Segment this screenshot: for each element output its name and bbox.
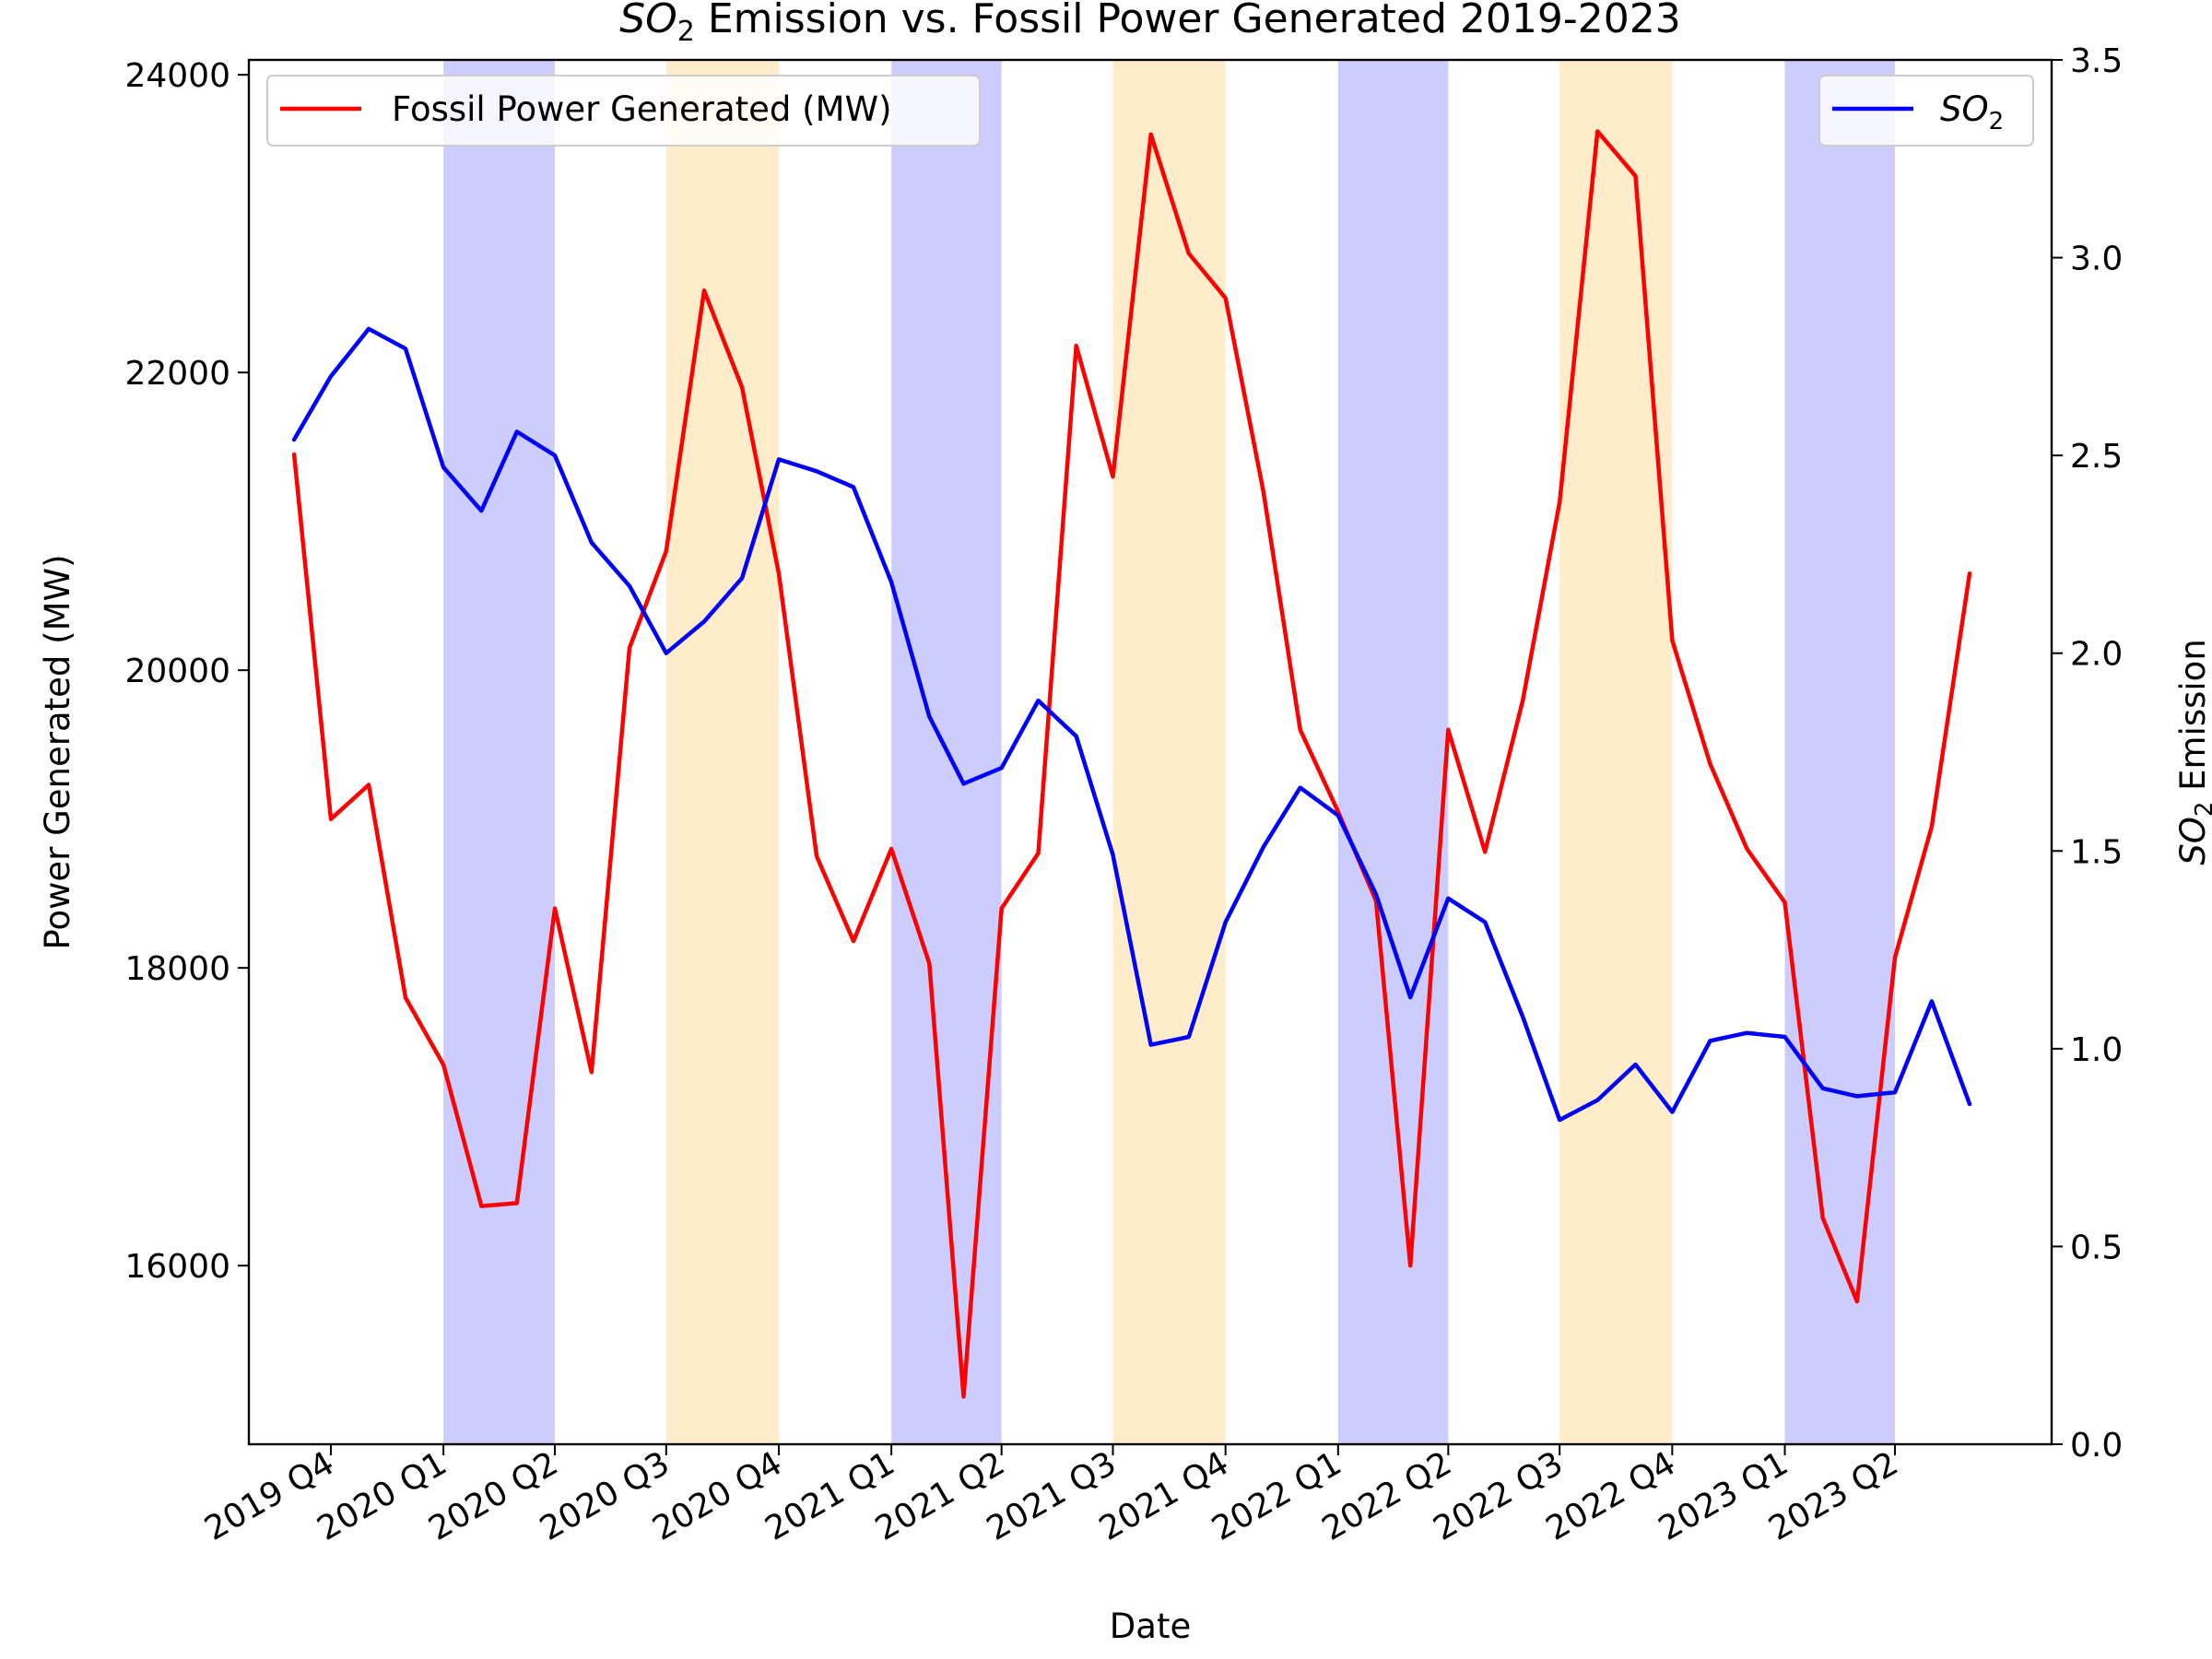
x-tick-label: 2021 Q3 xyxy=(981,1444,1123,1548)
y-left-tick-label: 16000 xyxy=(124,1248,230,1286)
y-right-tick-label: 2.0 xyxy=(2070,636,2123,674)
shaded-region-summer-3 xyxy=(1112,60,1226,1444)
y-axis-left: 16000 18000 20000 22000 24000 xyxy=(124,57,249,1286)
x-tick-label: 2020 Q4 xyxy=(646,1444,788,1548)
shaded-region-summer-1 xyxy=(665,60,779,1444)
so2-emission-line xyxy=(291,326,1972,1123)
y-right-tick-label: 1.0 xyxy=(2070,1031,2123,1069)
y-left-tick-label: 18000 xyxy=(124,950,230,988)
x-tick-label: 2019 Q4 xyxy=(198,1444,340,1548)
y-right-tick-label: 3.5 xyxy=(2070,42,2123,80)
y-right-tick-label: 0.0 xyxy=(2070,1427,2123,1465)
y-left-tick-label: 20000 xyxy=(124,653,230,690)
fossil-power-line xyxy=(291,129,1972,1399)
y-left-tick-label: 22000 xyxy=(124,355,230,393)
legend-left-box xyxy=(266,75,981,147)
legend-right-box xyxy=(1818,75,2034,147)
x-tick-label: 2020 Q3 xyxy=(534,1444,676,1548)
shaded-region-winter-6 xyxy=(1784,60,1896,1444)
legend-right-label: SO2 xyxy=(1940,89,2004,135)
y-right-tick-label: 2.5 xyxy=(2070,438,2123,476)
x-tick-label: 2022 Q4 xyxy=(1540,1444,1682,1548)
y-right-tick-label: 3.0 xyxy=(2070,241,2123,278)
shaded-regions xyxy=(443,60,1896,1444)
y-right-tick-label: 1.5 xyxy=(2070,833,2123,871)
y-axis-left-label: Power Generated (MW) xyxy=(38,554,77,949)
legend-right: SO2 xyxy=(1818,75,2034,147)
y-axis-right-label: SO2 Emission xyxy=(2173,639,2212,865)
y-axis-right: 0.0 0.5 1.0 1.5 2.0 2.5 3.0 3.5 xyxy=(2052,42,2123,1465)
y-right-tick-label: 0.5 xyxy=(2070,1229,2123,1266)
legend-left-label: Fossil Power Generated (MW) xyxy=(392,89,892,129)
x-tick-label: 2022 Q3 xyxy=(1428,1444,1570,1548)
series-lines xyxy=(291,129,1972,1399)
plot-frame xyxy=(247,58,2053,1446)
shaded-region-summer-5 xyxy=(1559,60,1673,1444)
shaded-region-winter-4 xyxy=(1337,60,1449,1444)
x-tick-label: 2021 Q4 xyxy=(1093,1444,1235,1548)
y-left-tick-label: 24000 xyxy=(124,57,230,95)
chart-title: SO2 Emission vs. Fossil Power Generated … xyxy=(619,0,1681,48)
shaded-region-winter-0 xyxy=(443,60,555,1444)
legend-left: Fossil Power Generated (MW) xyxy=(266,75,981,147)
x-axis-label: Date xyxy=(1110,1606,1191,1646)
